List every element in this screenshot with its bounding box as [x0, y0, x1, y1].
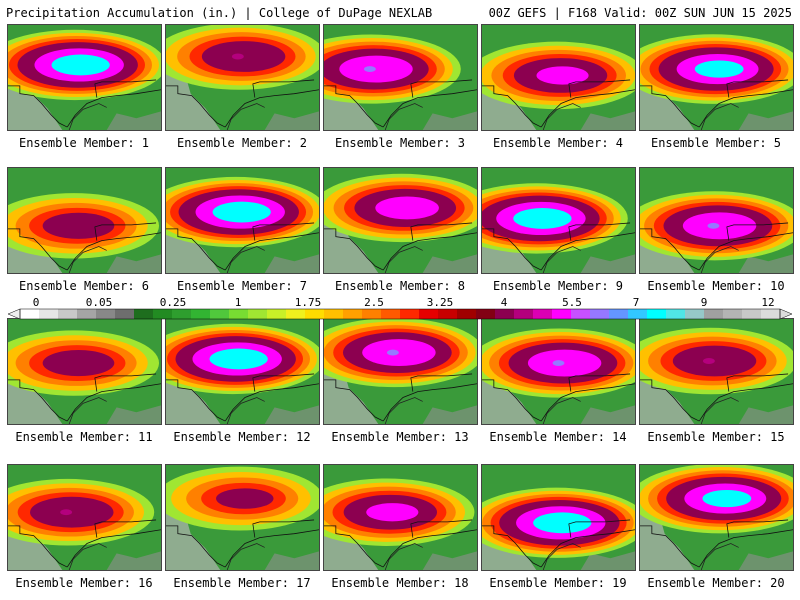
ensemble-member-label-17: Ensemble Member: 17	[173, 576, 311, 590]
ensemble-map-3	[323, 24, 478, 131]
colorbar-tick-label: 4	[501, 296, 508, 309]
ensemble-map-10	[639, 167, 794, 274]
color-swatch	[39, 309, 59, 319]
color-swatch	[153, 309, 173, 319]
ensemble-map-12	[165, 318, 320, 425]
colorbar-tick-label: 9	[701, 296, 708, 309]
color-swatch	[172, 309, 192, 319]
colorbar-tick-label: 0.05	[86, 296, 113, 309]
ensemble-map-7	[165, 167, 320, 274]
color-swatch	[666, 309, 686, 319]
color-swatch	[343, 309, 363, 319]
color-swatch	[761, 309, 781, 319]
color-swatch	[267, 309, 287, 319]
ensemble-member-label-11: Ensemble Member: 11	[15, 430, 153, 444]
ensemble-member-label-16: Ensemble Member: 16	[15, 576, 153, 590]
ensemble-map-17	[165, 464, 320, 571]
colorbar-tick-label: 0.25	[160, 296, 187, 309]
color-swatch	[723, 309, 743, 319]
colorbar-tick-label: 0	[33, 296, 40, 309]
ensemble-map-15	[639, 318, 794, 425]
colorbar-max-cap	[779, 308, 793, 320]
colorbar-tick-label: 12	[761, 296, 774, 309]
ensemble-member-label-15: Ensemble Member: 15	[647, 430, 785, 444]
color-swatch	[191, 309, 211, 319]
color-swatch	[571, 309, 591, 319]
ensemble-member-label-10: Ensemble Member: 10	[647, 279, 785, 293]
ensemble-member-label-9: Ensemble Member: 9	[492, 279, 624, 293]
ensemble-member-label-4: Ensemble Member: 4	[492, 136, 624, 150]
ensemble-member-label-8: Ensemble Member: 8	[334, 279, 466, 293]
color-swatch	[305, 309, 325, 319]
ensemble-map-19	[481, 464, 636, 571]
color-swatch	[533, 309, 553, 319]
color-legend: 0 0.05 0.25 1 1.75 2.5 3.25 4 5.5 7 9 12	[7, 296, 793, 320]
ensemble-member-label-13: Ensemble Member: 13	[331, 430, 469, 444]
color-swatch	[248, 309, 268, 319]
color-swatch	[229, 309, 249, 319]
color-swatch	[685, 309, 705, 319]
ensemble-map-16	[7, 464, 162, 571]
ensemble-member-label-5: Ensemble Member: 5	[650, 136, 782, 150]
color-swatch	[210, 309, 230, 319]
color-swatch	[552, 309, 572, 319]
color-swatch	[495, 309, 515, 319]
ensemble-map-5	[639, 24, 794, 131]
color-swatch	[609, 309, 629, 319]
colorbar-tick-label: 1	[235, 296, 242, 309]
model-run-info: 00Z GEFS | F168 Valid: 00Z SUN JUN 15 20…	[488, 6, 792, 20]
chart-title: Precipitation Accumulation (in.) | Colle…	[6, 6, 433, 20]
color-swatch	[134, 309, 154, 319]
ensemble-map-2	[165, 24, 320, 131]
color-swatch	[362, 309, 382, 319]
color-swatch	[286, 309, 306, 319]
ensemble-map-18	[323, 464, 478, 571]
ensemble-member-label-14: Ensemble Member: 14	[489, 430, 627, 444]
color-swatch	[704, 309, 724, 319]
ensemble-member-label-12: Ensemble Member: 12	[173, 430, 311, 444]
ensemble-map-1	[7, 24, 162, 131]
ensemble-member-label-1: Ensemble Member: 1	[18, 136, 150, 150]
color-swatch	[400, 309, 420, 319]
color-swatch	[20, 309, 40, 319]
colorbar-tick-label: 5.5	[562, 296, 582, 309]
color-swatch	[742, 309, 762, 319]
color-swatch	[514, 309, 534, 319]
color-swatch	[419, 309, 439, 319]
colorbar-min-cap	[7, 308, 21, 320]
ensemble-map-4	[481, 24, 636, 131]
ensemble-member-label-19: Ensemble Member: 19	[489, 576, 627, 590]
color-swatch	[476, 309, 496, 319]
colorbar-tick-label: 7	[633, 296, 640, 309]
ensemble-map-13	[323, 318, 478, 425]
color-swatch	[590, 309, 610, 319]
ensemble-map-14	[481, 318, 636, 425]
ensemble-member-label-20: Ensemble Member: 20	[647, 576, 785, 590]
color-swatch	[115, 309, 135, 319]
ensemble-map-20	[639, 464, 794, 571]
ensemble-member-label-3: Ensemble Member: 3	[334, 136, 466, 150]
ensemble-map-9	[481, 167, 636, 274]
ensemble-map-11	[7, 318, 162, 425]
ensemble-member-label-7: Ensemble Member: 7	[176, 279, 308, 293]
ensemble-map-6	[7, 167, 162, 274]
ensemble-member-label-2: Ensemble Member: 2	[176, 136, 308, 150]
colorbar-tick-label: 2.5	[364, 296, 384, 309]
ensemble-member-label-6: Ensemble Member: 6	[18, 279, 150, 293]
color-swatch	[628, 309, 648, 319]
ensemble-map-8	[323, 167, 478, 274]
colorbar-tick-label: 3.25	[427, 296, 454, 309]
color-swatch	[647, 309, 667, 319]
color-swatch	[77, 309, 97, 319]
colorbar-tick-label: 1.75	[295, 296, 322, 309]
color-swatch	[58, 309, 78, 319]
color-swatch	[438, 309, 458, 319]
color-swatch	[381, 309, 401, 319]
color-swatch	[324, 309, 344, 319]
color-swatch	[457, 309, 477, 319]
ensemble-member-label-18: Ensemble Member: 18	[331, 576, 469, 590]
color-swatch	[96, 309, 116, 319]
